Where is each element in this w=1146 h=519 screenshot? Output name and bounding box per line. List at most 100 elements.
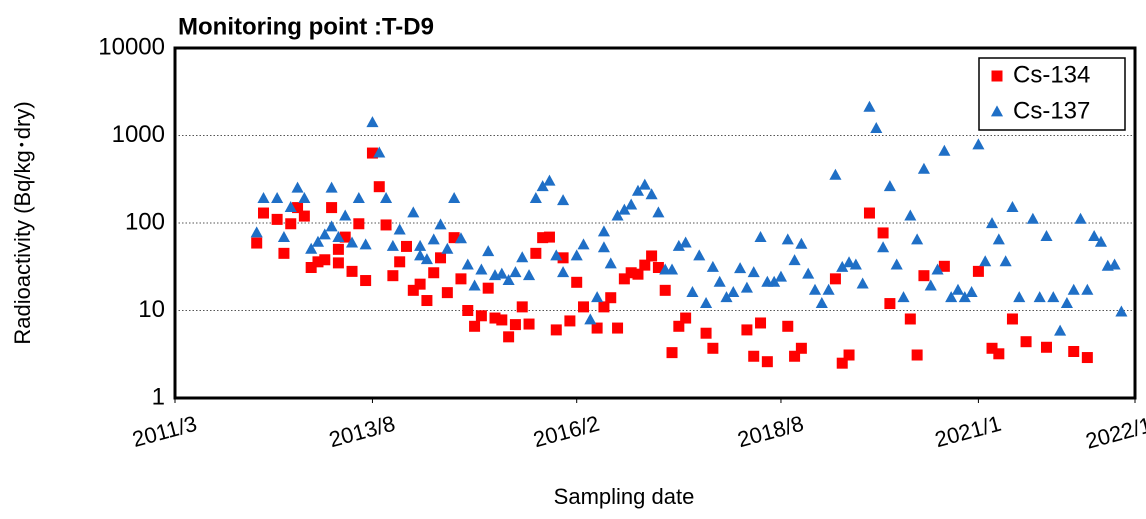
x-tick-label: 2016/2 (531, 411, 602, 453)
marker (720, 291, 733, 303)
marker (795, 237, 808, 249)
x-tick-label: 2011/3 (130, 411, 200, 452)
marker (543, 174, 556, 186)
marker (298, 192, 311, 204)
marker (679, 236, 692, 248)
marker (625, 267, 637, 279)
marker (557, 252, 569, 264)
marker (1013, 291, 1026, 303)
marker (373, 146, 386, 158)
marker (257, 192, 270, 204)
marker (420, 253, 433, 265)
x-tick-label: 2013/8 (326, 411, 397, 453)
marker (639, 259, 651, 271)
marker (250, 226, 263, 238)
marker (618, 203, 631, 215)
marker (748, 350, 760, 362)
marker (578, 301, 590, 313)
marker (1047, 291, 1060, 303)
marker (605, 292, 617, 304)
marker (754, 231, 767, 243)
marker (278, 247, 290, 259)
marker (951, 283, 965, 295)
y-tick-label: 10 (138, 296, 165, 323)
marker (597, 225, 610, 237)
marker (339, 231, 351, 243)
marker (1067, 283, 1080, 295)
marker (448, 192, 461, 204)
marker (550, 249, 563, 261)
marker (897, 291, 910, 303)
marker (394, 256, 406, 268)
marker (407, 206, 420, 218)
marker (536, 180, 549, 192)
marker (625, 198, 638, 210)
marker (877, 241, 890, 253)
y-axis-label: Radioactivity (Bq/kg･dry) (10, 101, 35, 344)
marker (1033, 291, 1046, 303)
legend-box (978, 57, 1126, 131)
marker (305, 242, 318, 254)
marker (475, 310, 487, 322)
marker (298, 210, 310, 222)
marker (856, 277, 869, 289)
marker (584, 313, 597, 325)
marker (883, 180, 896, 192)
marker (380, 219, 392, 231)
marker (618, 273, 630, 285)
marker (822, 283, 835, 295)
marker (353, 218, 365, 230)
marker (788, 254, 801, 266)
marker (407, 284, 419, 296)
marker (428, 267, 440, 279)
marker (1040, 229, 1053, 241)
marker (700, 296, 713, 308)
marker (339, 209, 352, 221)
marker (271, 192, 284, 204)
marker (829, 168, 842, 180)
marker (251, 237, 263, 249)
marker (604, 257, 617, 269)
marker (877, 227, 889, 239)
marker (836, 357, 848, 369)
marker (414, 239, 427, 251)
marker (1040, 341, 1052, 353)
marker (782, 320, 794, 332)
marker (673, 320, 685, 332)
marker (597, 241, 610, 253)
marker (1108, 258, 1121, 270)
marker (591, 291, 604, 303)
marker (387, 270, 399, 282)
marker (680, 312, 692, 324)
marker (441, 242, 454, 254)
marker (366, 147, 378, 159)
marker (1088, 229, 1101, 241)
marker (1081, 352, 1093, 364)
marker (999, 255, 1012, 267)
marker (503, 331, 515, 343)
marker (1054, 324, 1067, 336)
marker (808, 283, 822, 295)
y-tick-label: 100 (125, 208, 165, 235)
marker (985, 217, 999, 229)
marker (1094, 235, 1108, 247)
marker (904, 209, 917, 221)
marker (325, 181, 338, 193)
marker (755, 317, 767, 329)
x-tick-label: 2022/12 (1083, 409, 1146, 454)
legend-label: Cs-137 (1013, 97, 1090, 124)
legend-marker (990, 105, 1004, 117)
marker (462, 305, 474, 316)
marker (502, 273, 515, 285)
marker (414, 249, 427, 261)
marker (496, 314, 508, 326)
marker (815, 296, 828, 308)
marker (441, 287, 453, 299)
marker (468, 279, 481, 291)
marker (359, 238, 372, 250)
marker (843, 349, 855, 361)
marker (1060, 296, 1073, 308)
marker (911, 349, 923, 361)
marker (672, 239, 685, 251)
marker (509, 319, 521, 331)
